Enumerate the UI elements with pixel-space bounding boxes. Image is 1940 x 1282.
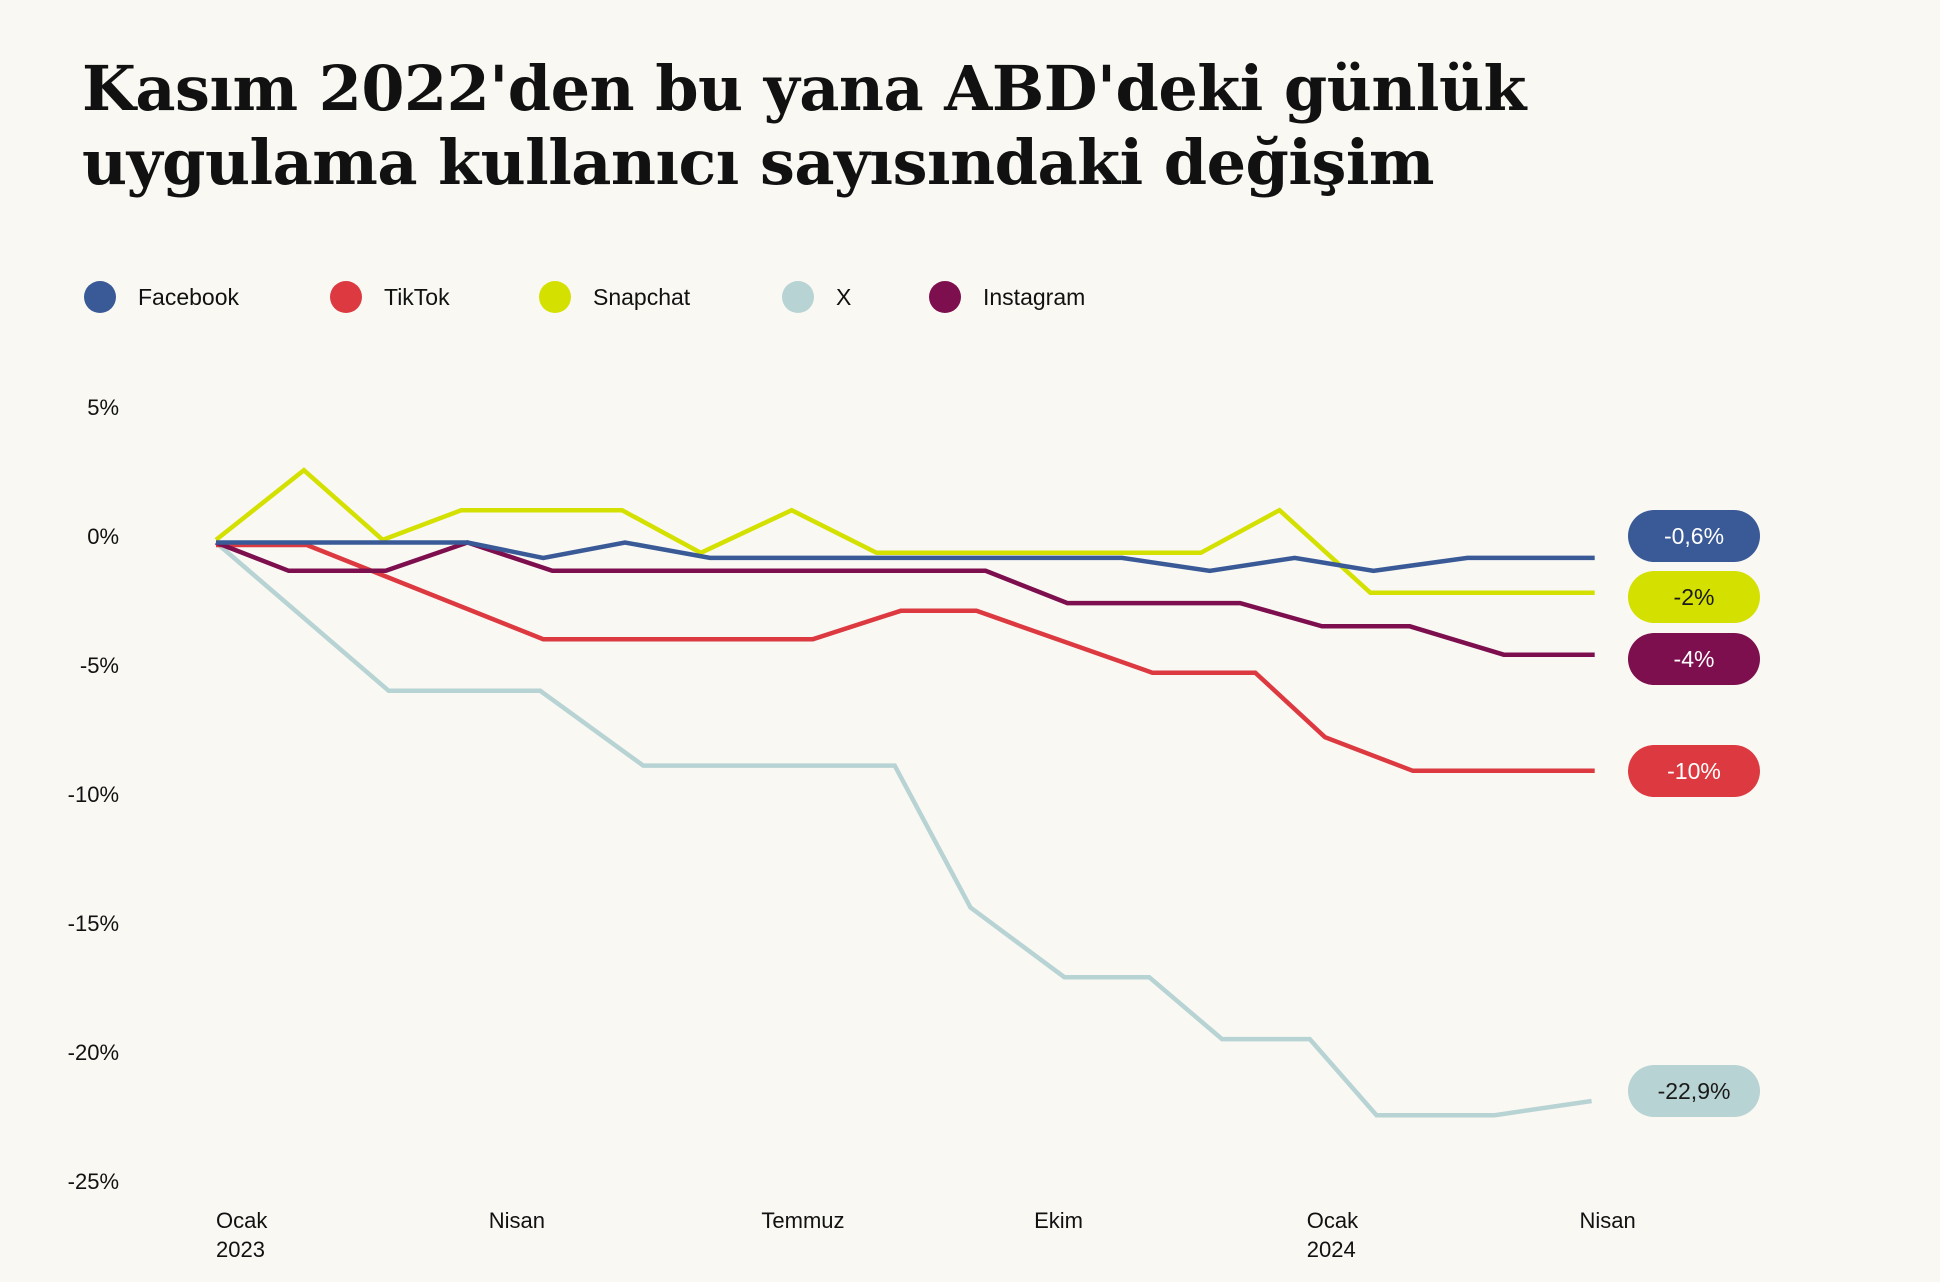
y-tick-label: -10% bbox=[68, 782, 119, 807]
y-tick-label: 5% bbox=[87, 395, 119, 420]
y-tick-label: -15% bbox=[68, 911, 119, 936]
end-badge-x: -22,9% bbox=[1628, 1065, 1760, 1117]
y-tick-label: -5% bbox=[80, 653, 119, 678]
end-badge-background bbox=[1628, 571, 1760, 623]
series-line-instagram bbox=[215, 540, 1595, 657]
end-badge-label: -0,6% bbox=[1664, 523, 1724, 549]
legend-label: Snapchat bbox=[593, 283, 691, 310]
series-line-facebook bbox=[216, 540, 1595, 574]
legend-item-tiktok: TikTok bbox=[330, 281, 450, 313]
end-badge-label: -2% bbox=[1674, 584, 1715, 610]
end-badge-background bbox=[1628, 1065, 1760, 1117]
x-tick-label-line: Ocak bbox=[1307, 1208, 1359, 1233]
chart-title: Kasım 2022'den bu yana ABD'deki günlük u… bbox=[82, 52, 1527, 200]
end-badge-snapchat: -2% bbox=[1628, 571, 1760, 623]
legend-label: Facebook bbox=[138, 283, 240, 310]
chart-title-line-2: uygulama kullanıcı sayısındaki değişim bbox=[82, 126, 1435, 199]
chart-title-line-1: Kasım 2022'den bu yana ABD'deki günlük bbox=[82, 52, 1527, 125]
legend-label: TikTok bbox=[384, 283, 450, 310]
x-tick-label-line: Ocak bbox=[216, 1208, 268, 1233]
x-tick-label-line: 2023 bbox=[216, 1237, 265, 1262]
x-tick-label-line: 2024 bbox=[1307, 1237, 1356, 1262]
legend-item-facebook: Facebook bbox=[84, 281, 239, 313]
series-line-tiktok bbox=[216, 542, 1595, 774]
end-badge-tiktok: -10% bbox=[1628, 745, 1760, 797]
series-line-x bbox=[214, 540, 1592, 1118]
y-tick-label: -20% bbox=[68, 1040, 119, 1065]
legend-item-instagram: Instagram bbox=[929, 281, 1085, 313]
end-badge-label: -10% bbox=[1667, 758, 1721, 784]
end-badge-label: -4% bbox=[1674, 646, 1715, 672]
y-tick-label: -25% bbox=[68, 1169, 119, 1194]
x-tick-label: Nisan bbox=[489, 1208, 545, 1233]
end-badge-label: -22,9% bbox=[1658, 1078, 1731, 1104]
legend-swatch bbox=[782, 281, 814, 313]
end-badge-instagram: -4% bbox=[1628, 633, 1760, 685]
x-tick-label: Ocak 2023 bbox=[216, 1208, 268, 1262]
legend-item-snapchat: Snapchat bbox=[539, 281, 690, 313]
x-tick-label-line: Nisan bbox=[1580, 1208, 1636, 1233]
legend-label: Instagram bbox=[983, 283, 1086, 310]
y-tick-label: 0% bbox=[87, 524, 119, 549]
end-badge-background bbox=[1628, 745, 1760, 797]
end-badge-background bbox=[1628, 633, 1760, 685]
end-badge-background bbox=[1628, 510, 1760, 562]
x-tick-label-line: Nisan bbox=[489, 1208, 545, 1233]
legend-item-x: X bbox=[782, 281, 851, 313]
series-line-snapchat bbox=[214, 467, 1595, 596]
x-tick-label: Nisan bbox=[1580, 1208, 1636, 1233]
legend-swatch bbox=[929, 281, 961, 313]
x-tick-label: Ocak 2024 bbox=[1307, 1208, 1359, 1262]
legend-swatch bbox=[84, 281, 116, 313]
x-tick-label: Ekim bbox=[1034, 1208, 1083, 1233]
legend-swatch bbox=[330, 281, 362, 313]
x-tick-label-line: Temmuz bbox=[761, 1208, 844, 1233]
x-tick-label-line: Ekim bbox=[1034, 1208, 1083, 1233]
x-tick-label: Temmuz bbox=[761, 1208, 844, 1233]
legend-label: X bbox=[836, 283, 852, 310]
end-badge-facebook: -0,6% bbox=[1628, 510, 1760, 562]
legend-swatch bbox=[539, 281, 571, 313]
